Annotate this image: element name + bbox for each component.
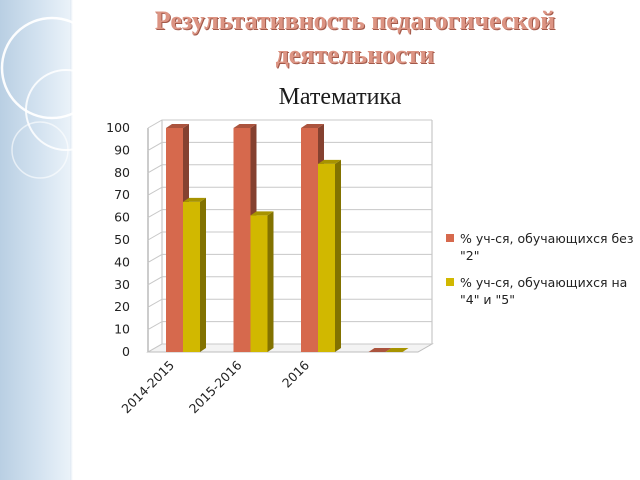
gridline-8 — [147, 164, 432, 174]
gridline-6 — [147, 209, 432, 219]
legend-swatch-series-1 — [446, 234, 454, 242]
gridline-5 — [147, 231, 432, 241]
x-tick-label-2: 2016 — [279, 357, 312, 390]
legend-label-series-2: % уч-ся, обучающихся на "4" и "5" — [460, 275, 628, 307]
bar-2014-2015-series-2 — [183, 197, 206, 352]
bar-side — [335, 159, 341, 352]
gridline-2 — [147, 298, 432, 308]
left-decor-edge — [70, 0, 73, 480]
gridline-3 — [147, 276, 432, 286]
left-decor-band — [0, 0, 70, 480]
y-tick-label-2: 20 — [114, 299, 130, 314]
y-tick-label-5: 50 — [114, 232, 130, 247]
gridline-7 — [147, 186, 432, 196]
y-tick-label-9: 90 — [114, 142, 130, 157]
bar-top — [233, 124, 257, 128]
x-tick-label-1: 2015-2016 — [186, 357, 245, 416]
legend-label-series-1: % уч-ся, обучающихся без "2" — [460, 231, 634, 263]
chart-subject-title: Математика — [278, 84, 402, 110]
bar-top — [301, 124, 324, 128]
y-tick-label-6: 60 — [114, 210, 130, 225]
y-tick-label-7: 70 — [114, 187, 130, 202]
gridline-0 — [147, 343, 432, 353]
bar-front — [301, 128, 318, 352]
bar-front — [183, 201, 200, 352]
bar-top — [183, 197, 206, 202]
bar-top — [318, 159, 341, 164]
y-tick-label-10: 100 — [106, 120, 130, 135]
bar-front — [318, 163, 335, 352]
bar-top — [368, 348, 392, 352]
bar-2016-series-2 — [318, 159, 341, 352]
gridline-4 — [147, 253, 432, 263]
bar-front — [250, 215, 268, 352]
legend-item-series-2: % уч-ся, обучающихся на "4" и "5" — [446, 274, 636, 308]
chart-legend: % уч-ся, обучающихся без "2" % уч-ся, об… — [446, 230, 636, 318]
slide-title: Результативность педагогической деятельн… — [154, 6, 556, 69]
bar-2015-2016-series-2 — [250, 211, 274, 352]
bar--series-1 — [368, 348, 392, 352]
y-tick-label-8: 80 — [114, 165, 130, 180]
bar-top — [166, 124, 189, 128]
y-tick-label-4: 40 — [114, 254, 130, 269]
legend-item-series-1: % уч-ся, обучающихся без "2" — [446, 230, 636, 264]
bar-side — [267, 211, 274, 352]
gridline-9 — [147, 141, 432, 151]
bar--series-2 — [385, 348, 409, 352]
y-tick-label-3: 30 — [114, 277, 130, 292]
bar-side — [200, 197, 206, 352]
x-tick-label-0: 2014-2015 — [118, 358, 177, 417]
y-tick-label-0: 0 — [122, 344, 130, 359]
gridline-1 — [147, 321, 432, 331]
gridline-10 — [147, 119, 432, 129]
bar-front — [233, 128, 251, 352]
y-tick-label-1: 10 — [114, 322, 130, 337]
bar-top — [385, 348, 409, 352]
decorative-circles — [0, 16, 107, 179]
bar-top — [250, 211, 274, 216]
legend-swatch-series-2 — [446, 278, 454, 286]
bar-front — [166, 128, 183, 352]
